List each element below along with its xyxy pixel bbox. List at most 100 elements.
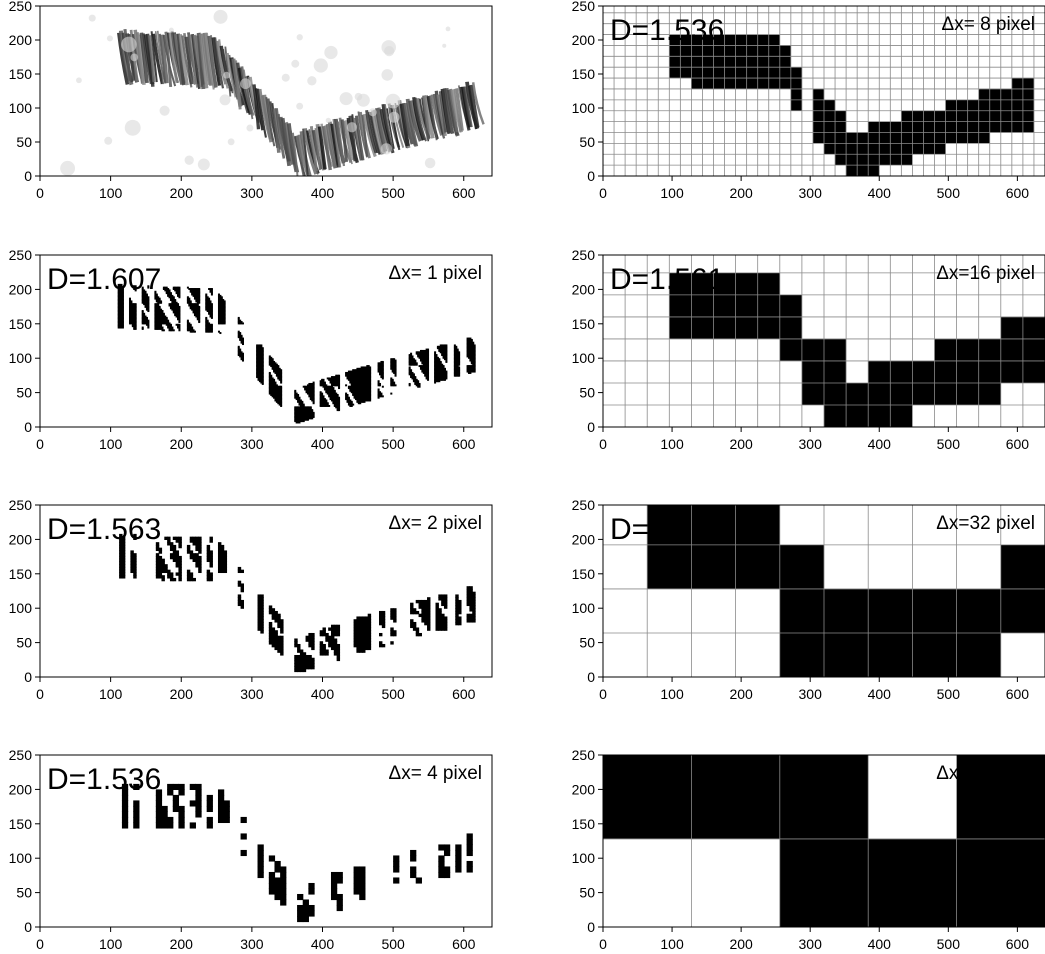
panel-frame (602, 5, 1045, 177)
x-tick-label: 500 (937, 686, 961, 702)
y-tick-label: 100 (9, 100, 33, 116)
x-tick-label: 400 (868, 436, 892, 452)
x-tick-label: 100 (660, 185, 684, 201)
x-tick-label: 500 (937, 936, 961, 952)
y-tick-label: 0 (24, 669, 32, 685)
x-tick-label: 400 (868, 185, 892, 201)
fractal-dimension-label: D=1.607 (47, 263, 161, 296)
x-tick-label: 500 (381, 436, 405, 452)
x-tick-label: 200 (170, 936, 194, 952)
panel-frame (602, 504, 1045, 678)
panel-dx8: 0 100 200 300 400 500 600 0 50 100 150 200 250 D=1.53… (572, 0, 1045, 201)
y-tick-label: 50 (579, 134, 595, 150)
x-tick-label: 300 (799, 185, 823, 201)
filled-boxes (647, 505, 1045, 677)
box-size-label: Δx=64 pixel (936, 763, 1035, 784)
x-tick-label: 600 (1006, 436, 1030, 452)
filled-boxes (669, 272, 1045, 427)
y-tick-label: 100 (9, 850, 33, 866)
y-tick-label: 200 (9, 32, 33, 48)
panel-frame (39, 754, 493, 928)
panel-content (119, 533, 476, 673)
x-tick-label: 600 (1006, 686, 1030, 702)
y-tick-label: 150 (572, 316, 596, 332)
panel-background (40, 505, 492, 677)
x-tick-label: 600 (452, 436, 476, 452)
x-tick-label: 0 (36, 936, 44, 952)
box-size-label: Δx= 2 pixel (389, 513, 483, 534)
y-tick-label: 0 (587, 919, 595, 935)
y-tick-label: 150 (572, 816, 596, 832)
x-tick-label: 400 (311, 185, 335, 201)
x-tick-label: 400 (311, 936, 335, 952)
panel-background (40, 6, 492, 176)
panel-dx32: 0 100 200 300 400 500 600 0 50 100 150 200 250 D=1.57… (572, 497, 1045, 702)
x-tick-label: 600 (452, 185, 476, 201)
panel-frame (602, 254, 1045, 428)
x-tick-label: 200 (170, 686, 194, 702)
box-size-label: Δx= 1 pixel (389, 263, 483, 284)
x-tick-label: 200 (729, 185, 753, 201)
y-tick-label: 100 (572, 600, 596, 616)
box-size-label: Δx= 8 pixel (942, 14, 1036, 35)
fractal-dimension-label: D=1.536 (47, 763, 161, 796)
y-tick-label: 200 (572, 32, 596, 48)
panel-original: 0 100 200 300 400 500 600 0 50 100 150 200 250 (9, 0, 493, 201)
x-tick-label: 300 (799, 686, 823, 702)
y-tick-label: 200 (9, 531, 33, 547)
panel-content (60, 9, 485, 176)
x-tick-label: 300 (240, 436, 264, 452)
x-tick-label: 300 (240, 185, 264, 201)
binary-mask (119, 533, 476, 673)
y-tick-label: 50 (579, 635, 595, 651)
y-tick-label: 0 (24, 168, 32, 184)
fractal-dimension-label: D=1.572 (610, 513, 724, 546)
x-tick-label: 400 (868, 686, 892, 702)
box-size-label: Δx= 4 pixel (389, 763, 483, 784)
x-tick-label: 200 (729, 936, 753, 952)
x-tick-label: 500 (381, 936, 405, 952)
filled-boxes (603, 755, 1045, 927)
y-tick-label: 100 (572, 100, 596, 116)
y-tick-label: 50 (16, 885, 32, 901)
y-tick-label: 200 (572, 781, 596, 797)
fractal-dimension-label: D=1.536 (610, 14, 724, 47)
panel-frame (39, 254, 493, 428)
panel-background (40, 255, 492, 427)
panel-dx64: 0 100 200 300 400 500 600 0 50 100 150 200 250 D=1.50… (572, 747, 1045, 952)
panel-content (603, 755, 1045, 927)
y-tick-label: 250 (9, 747, 33, 763)
y-tick-label: 200 (572, 281, 596, 297)
y-tick-label: 150 (572, 566, 596, 582)
y-tick-label: 250 (572, 0, 596, 14)
x-tick-label: 500 (381, 185, 405, 201)
x-tick-label: 300 (240, 936, 264, 952)
x-tick-label: 400 (868, 936, 892, 952)
y-tick-label: 100 (9, 600, 33, 616)
panel-content (603, 6, 1045, 176)
y-tick-label: 150 (9, 66, 33, 82)
x-tick-label: 200 (170, 436, 194, 452)
x-tick-label: 600 (1006, 936, 1030, 952)
y-tick-label: 150 (572, 66, 596, 82)
box-grid (603, 505, 1045, 677)
y-tick-label: 50 (579, 885, 595, 901)
y-tick-label: 0 (587, 419, 595, 435)
x-tick-label: 300 (799, 936, 823, 952)
x-tick-label: 0 (599, 936, 607, 952)
binary-mask (117, 283, 476, 424)
panel-content (603, 505, 1045, 677)
panel-dx2: 0 100 200 300 400 500 600 0 50 100 150 200 250 D=1.56… (9, 497, 493, 702)
x-tick-label: 300 (240, 686, 264, 702)
x-tick-label: 0 (36, 436, 44, 452)
y-tick-label: 50 (16, 635, 32, 651)
panel-frame (39, 5, 493, 177)
y-tick-label: 250 (9, 247, 33, 263)
box-size-label: Δx=32 pixel (936, 513, 1035, 534)
x-tick-label: 0 (599, 436, 607, 452)
y-tick-label: 250 (9, 0, 33, 14)
y-tick-label: 250 (572, 747, 596, 763)
x-tick-label: 100 (99, 936, 123, 952)
box-size-label: Δx=16 pixel (936, 263, 1035, 284)
y-tick-label: 100 (572, 850, 596, 866)
